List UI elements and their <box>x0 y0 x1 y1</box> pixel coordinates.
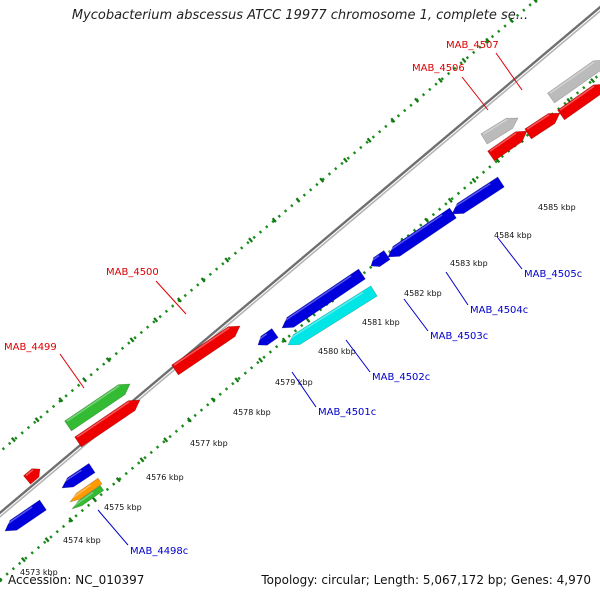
tick-label: 4574 kbp <box>63 536 101 545</box>
tick-mark <box>248 237 254 243</box>
tick-mark <box>224 257 230 263</box>
tick-label: 4576 kbp <box>146 473 184 482</box>
tick-mark <box>471 177 477 183</box>
tick-label: 4578 kbp <box>233 408 271 417</box>
gene-leader-line <box>291 371 317 408</box>
tick-mark <box>271 217 277 223</box>
gene-arrow-red <box>487 130 528 162</box>
gene-label: MAB_4505c <box>524 269 582 280</box>
gene-label: MAB_4503c <box>430 331 488 342</box>
tick-label: 4577 kbp <box>190 439 228 448</box>
gene-label: MAB_4499 <box>4 342 57 353</box>
tick-mark <box>295 197 301 203</box>
gene-arrow-blue <box>61 463 96 489</box>
tick-mark <box>58 397 64 403</box>
gene-arrow-blue <box>369 250 391 267</box>
gene-leader-line <box>403 298 429 332</box>
tick-label: 4581 kbp <box>362 318 400 327</box>
tick-mark <box>258 357 264 363</box>
tick-mark <box>200 277 206 283</box>
gene-arrow-blue <box>386 207 457 258</box>
gene-label: MAB_4500 <box>106 267 159 278</box>
tick-mark <box>153 317 159 323</box>
tick-mark <box>485 37 491 44</box>
tick-mark <box>234 377 240 383</box>
tick-mark <box>447 197 453 203</box>
topology-text: Topology: circular; Length: 5,067,172 bp… <box>261 573 591 587</box>
tick-mark <box>414 97 420 103</box>
tick-mark <box>461 57 467 63</box>
tick-label: 4579 kbp <box>275 378 313 387</box>
tick-mark <box>68 517 74 523</box>
gene-label: MAB_4507 <box>446 40 499 51</box>
gene-label: MAB_4498c <box>130 546 188 557</box>
tick-mark <box>533 0 538 4</box>
tick-mark <box>44 537 50 543</box>
tick-label: 4575 kbp <box>104 503 142 512</box>
tick-mark <box>10 437 16 443</box>
tick-mark <box>509 17 514 24</box>
gene-leader-line <box>461 76 489 111</box>
tick-mark <box>20 557 26 563</box>
backbone <box>0 5 600 518</box>
tick-mark <box>390 117 396 123</box>
tick-mark <box>210 397 216 403</box>
tick-mark <box>129 337 135 343</box>
gene-arrow-red <box>23 468 41 485</box>
gene-arrow-orange <box>69 477 103 503</box>
tick-mark <box>590 77 596 84</box>
tick-mark <box>115 477 121 483</box>
gene-arrow-red <box>557 83 600 121</box>
gene-arrow-blue <box>280 268 366 329</box>
gene-arrow-blue <box>3 499 47 532</box>
gene-leader-line <box>345 339 371 373</box>
tick-mark <box>437 77 443 83</box>
tick-mark <box>366 137 372 143</box>
tick-label: 4583 kbp <box>450 259 488 268</box>
gene-label: MAB_4501c <box>318 407 376 418</box>
tick-label: 4573 kbp <box>20 568 58 577</box>
tick-label: 4580 kbp <box>318 347 356 356</box>
tick-label: 4582 kbp <box>404 289 442 298</box>
tick-mark <box>186 417 192 423</box>
tick-label: 4584 kbp <box>494 231 532 240</box>
tick-mark <box>176 297 182 303</box>
gene-leader-line <box>155 280 187 315</box>
tick-mark <box>92 497 97 503</box>
tick-mark <box>163 437 169 443</box>
gene-arrow-cyan <box>286 285 378 346</box>
tick-mark <box>105 357 111 363</box>
map-title: Mycobacterium abscessus ATCC 19977 chrom… <box>71 8 529 23</box>
tick-mark <box>34 417 40 423</box>
accession-text: Accession: NC_010397 <box>8 573 145 587</box>
gene-leader-line <box>497 237 523 270</box>
tick-mark <box>424 217 430 223</box>
gene-label: MAB_4506 <box>412 63 465 74</box>
gene-leader-line <box>495 52 523 91</box>
gene-arrow-gray <box>547 59 600 104</box>
gene-leader-line <box>59 353 85 389</box>
tick-mark <box>281 337 287 343</box>
gene-arrow-red <box>74 399 141 448</box>
gene-arrow-gray <box>480 117 519 145</box>
tick-mark <box>319 177 325 183</box>
gene-leader-line <box>445 271 469 306</box>
tick-mark <box>0 578 3 583</box>
tick-ring-outer <box>0 0 538 454</box>
gene-leader-line <box>97 509 129 546</box>
gene-arrow-green <box>64 383 131 432</box>
gene-arrow-green <box>71 485 105 510</box>
tick-mark <box>342 157 348 163</box>
gene-arrow-blue <box>256 328 279 346</box>
gene-label: MAB_4502c <box>372 372 430 383</box>
tick-mark <box>82 377 87 383</box>
gene-arrow-red <box>171 325 241 376</box>
tick-label: 4585 kbp <box>538 203 576 212</box>
gene-label: MAB_4504c <box>470 305 528 316</box>
tick-mark <box>305 317 311 323</box>
gene-arrow-blue <box>450 176 505 215</box>
gene-arrow-red <box>524 112 561 140</box>
tick-mark <box>139 457 145 463</box>
